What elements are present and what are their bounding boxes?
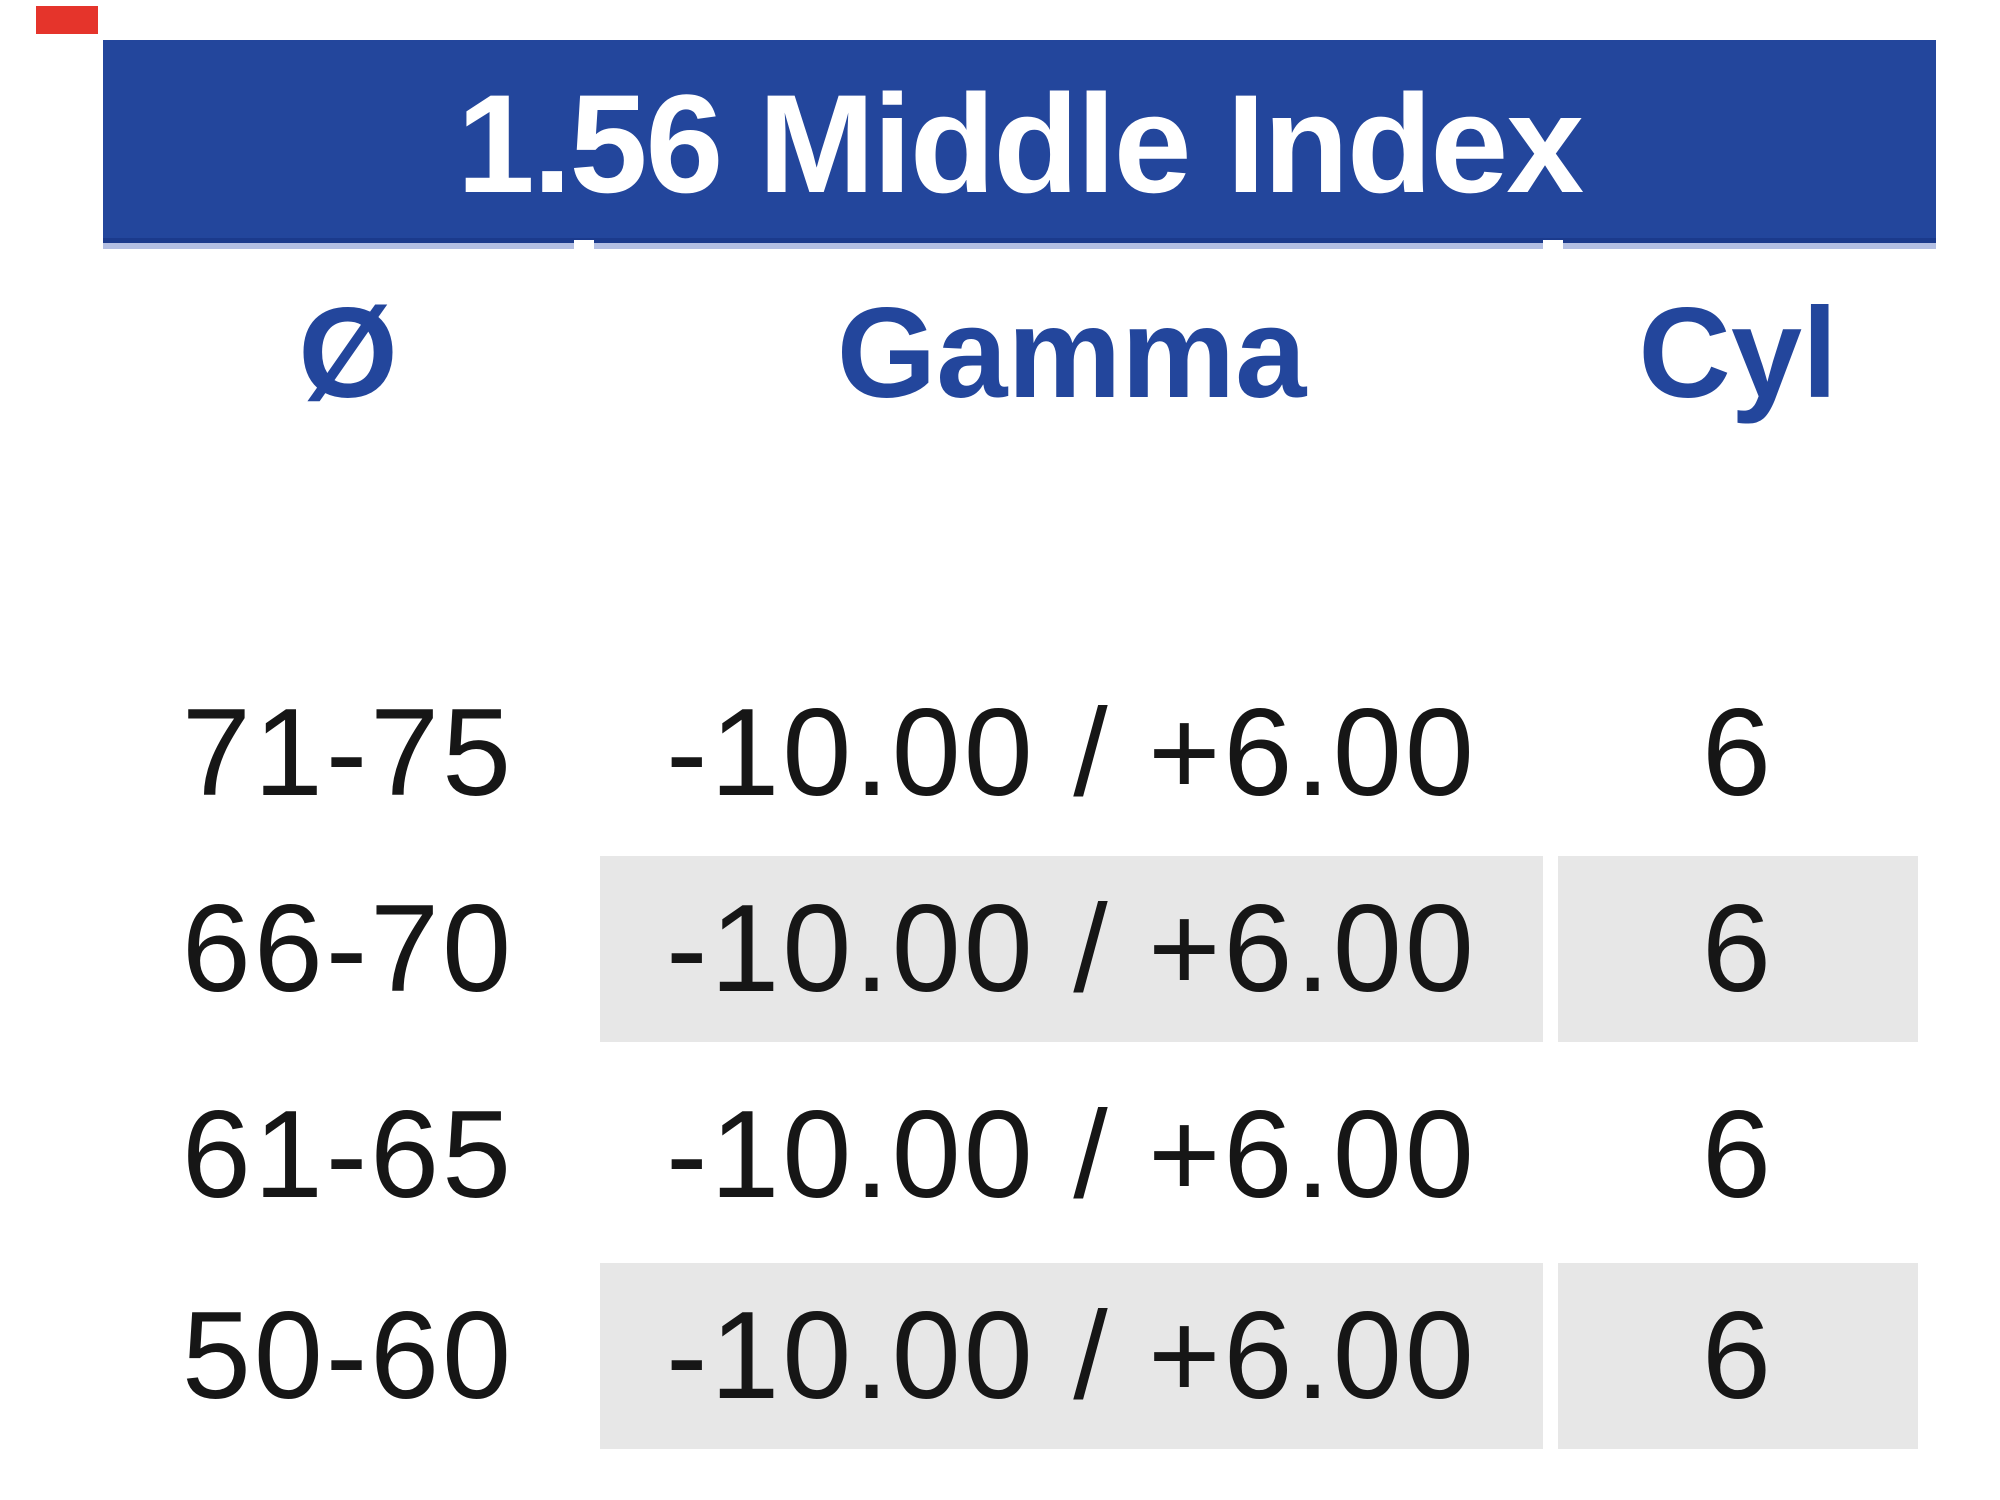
cell-cyl: 6 (1702, 1086, 1774, 1224)
cell-cyl: 6 (1558, 1263, 1918, 1449)
cell-gamma-range: -10.00 / +6.00 (666, 684, 1477, 822)
cell-cyl: 6 (1558, 856, 1918, 1042)
cell-gamma-range: -10.00 / +6.00 (666, 1086, 1477, 1224)
cell-cyl: 6 (1702, 684, 1774, 822)
table-title: 1.56 Middle Index (456, 65, 1584, 222)
banner-accent-strip (103, 243, 1936, 249)
table-row: 50-60 -10.00 / +6.00 6 (103, 1263, 1936, 1449)
cell-gamma-range: -10.00 / +6.00 (600, 856, 1543, 1042)
column-header-row: Ø Gamma Cyl (103, 281, 1936, 425)
column-header-cyl: Cyl (1638, 281, 1838, 425)
banner-notch-right (1543, 240, 1563, 250)
cell-gamma-range: -10.00 / +6.00 (600, 1263, 1543, 1449)
cell-diameter: 71-75 (181, 684, 515, 822)
cell-diameter: 61-65 (181, 1086, 515, 1224)
corner-red-mark (36, 6, 98, 34)
cell-diameter: 66-70 (181, 880, 515, 1018)
banner-bottom-edge (103, 238, 1936, 243)
column-header-gamma: Gamma (836, 281, 1307, 425)
banner-notch-left (574, 240, 594, 250)
column-header-diameter: Ø (298, 281, 398, 425)
cell-diameter: 50-60 (181, 1287, 515, 1425)
table-row: 61-65 -10.00 / +6.00 6 (103, 1062, 1936, 1248)
table-row: 66-70 -10.00 / +6.00 6 (103, 856, 1936, 1042)
table-title-banner: 1.56 Middle Index (103, 40, 1936, 238)
table-row: 71-75 -10.00 / +6.00 6 (103, 660, 1936, 846)
